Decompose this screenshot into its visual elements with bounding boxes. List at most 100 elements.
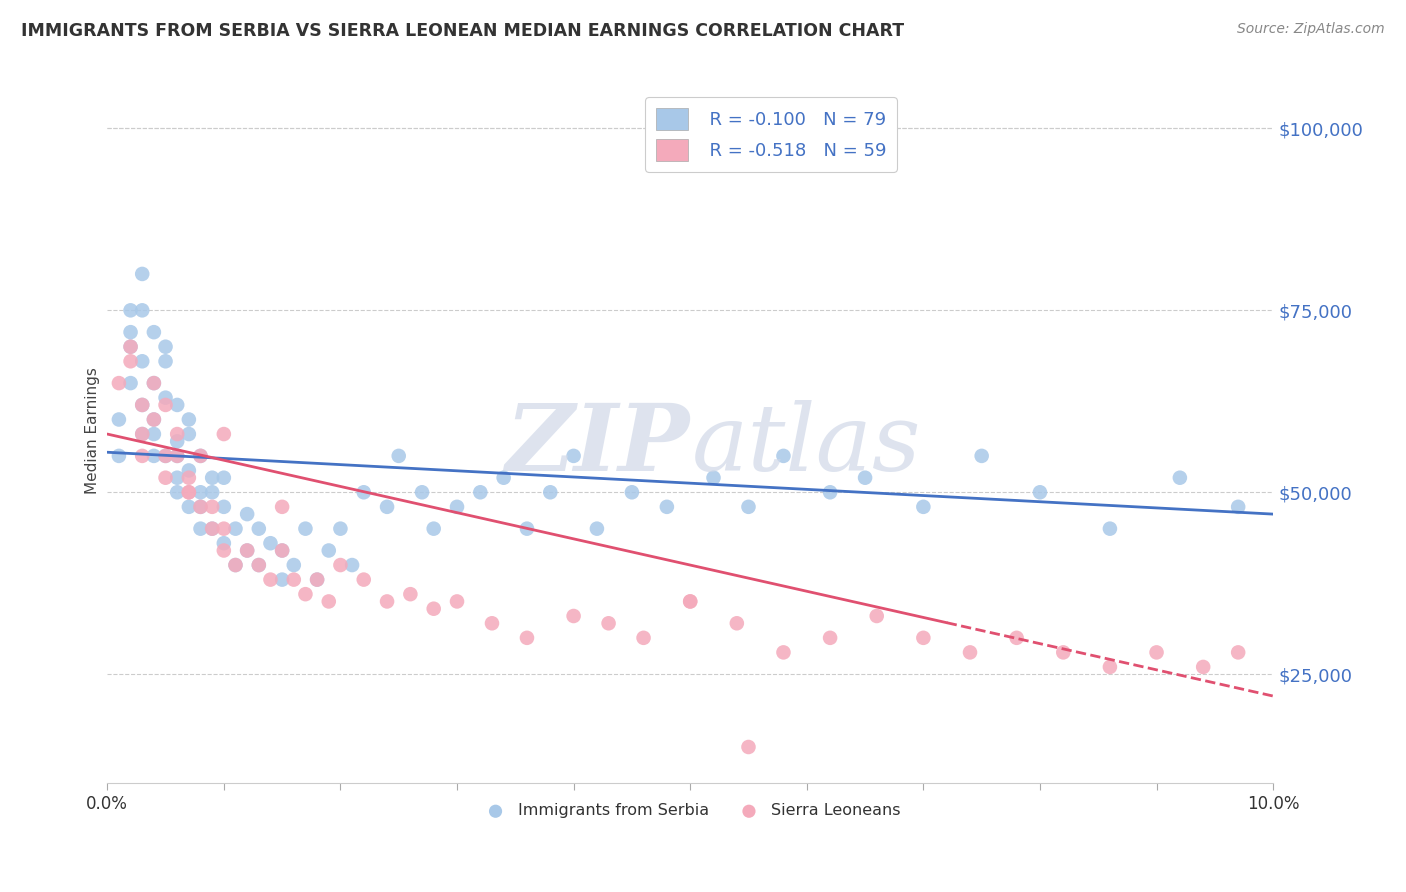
Point xyxy=(131,398,153,412)
Point xyxy=(1029,485,1052,500)
Point xyxy=(131,303,153,318)
Point xyxy=(142,412,165,426)
Point xyxy=(155,449,177,463)
Point xyxy=(190,522,212,536)
Point xyxy=(1192,660,1215,674)
Point xyxy=(959,645,981,659)
Point xyxy=(212,522,235,536)
Point xyxy=(516,631,538,645)
Point xyxy=(1168,471,1191,485)
Point xyxy=(212,427,235,442)
Point xyxy=(212,471,235,485)
Point xyxy=(772,449,794,463)
Point xyxy=(737,739,759,754)
Point xyxy=(388,449,411,463)
Point xyxy=(201,471,224,485)
Point xyxy=(294,522,316,536)
Point xyxy=(702,471,724,485)
Point xyxy=(247,522,270,536)
Point xyxy=(177,463,200,477)
Point xyxy=(108,449,131,463)
Point xyxy=(166,449,188,463)
Point xyxy=(201,522,224,536)
Point xyxy=(142,412,165,426)
Point xyxy=(679,594,702,608)
Point xyxy=(131,427,153,442)
Point xyxy=(271,543,294,558)
Point xyxy=(375,594,398,608)
Point xyxy=(212,500,235,514)
Point xyxy=(236,543,259,558)
Text: ZIP: ZIP xyxy=(505,400,689,490)
Point xyxy=(655,500,678,514)
Point xyxy=(271,543,294,558)
Point xyxy=(177,412,200,426)
Point xyxy=(1227,500,1250,514)
Point xyxy=(155,471,177,485)
Point xyxy=(598,616,620,631)
Text: atlas: atlas xyxy=(692,400,921,490)
Point xyxy=(142,449,165,463)
Point xyxy=(190,485,212,500)
Point xyxy=(818,631,841,645)
Point xyxy=(131,267,153,281)
Point xyxy=(422,522,444,536)
Point xyxy=(329,558,352,572)
Point xyxy=(155,449,177,463)
Point xyxy=(224,522,246,536)
Point xyxy=(166,427,188,442)
Point xyxy=(120,376,142,390)
Point xyxy=(970,449,993,463)
Point xyxy=(271,500,294,514)
Point xyxy=(853,471,876,485)
Point xyxy=(307,573,329,587)
Point xyxy=(142,376,165,390)
Point xyxy=(737,500,759,514)
Point xyxy=(271,573,294,587)
Point xyxy=(481,616,503,631)
Point xyxy=(131,427,153,442)
Point xyxy=(190,500,212,514)
Point xyxy=(318,594,340,608)
Point xyxy=(318,543,340,558)
Point xyxy=(353,573,375,587)
Point xyxy=(155,340,177,354)
Point xyxy=(142,427,165,442)
Point xyxy=(1005,631,1028,645)
Point xyxy=(247,558,270,572)
Point xyxy=(375,500,398,514)
Point xyxy=(283,558,305,572)
Point xyxy=(1098,660,1121,674)
Point xyxy=(177,427,200,442)
Point xyxy=(166,434,188,449)
Legend: Immigrants from Serbia, Sierra Leoneans: Immigrants from Serbia, Sierra Leoneans xyxy=(474,797,907,825)
Point xyxy=(912,631,935,645)
Point xyxy=(446,500,468,514)
Point xyxy=(166,471,188,485)
Point xyxy=(190,449,212,463)
Point xyxy=(166,449,188,463)
Point xyxy=(201,522,224,536)
Text: IMMIGRANTS FROM SERBIA VS SIERRA LEONEAN MEDIAN EARNINGS CORRELATION CHART: IMMIGRANTS FROM SERBIA VS SIERRA LEONEAN… xyxy=(21,22,904,40)
Point xyxy=(155,398,177,412)
Point xyxy=(212,543,235,558)
Point xyxy=(492,471,515,485)
Point xyxy=(131,449,153,463)
Point xyxy=(108,412,131,426)
Y-axis label: Median Earnings: Median Earnings xyxy=(86,367,100,494)
Point xyxy=(177,471,200,485)
Point xyxy=(201,500,224,514)
Point xyxy=(212,536,235,550)
Point xyxy=(422,601,444,615)
Point xyxy=(283,573,305,587)
Point xyxy=(866,609,889,624)
Point xyxy=(1227,645,1250,659)
Point xyxy=(131,398,153,412)
Point xyxy=(340,558,363,572)
Point xyxy=(329,522,352,536)
Point xyxy=(353,485,375,500)
Point xyxy=(177,485,200,500)
Point xyxy=(201,485,224,500)
Point xyxy=(620,485,643,500)
Point xyxy=(772,645,794,659)
